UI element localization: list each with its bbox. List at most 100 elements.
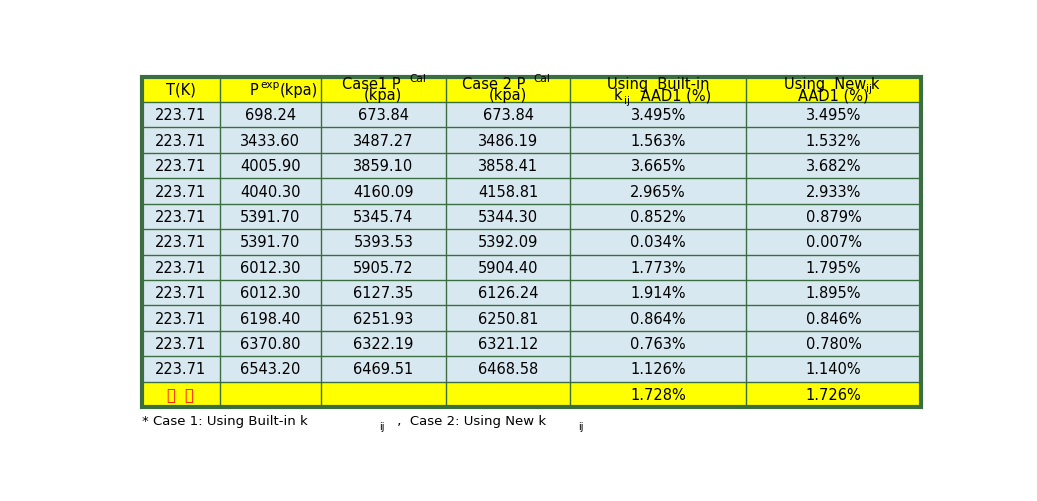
Text: ij: ij — [379, 421, 385, 431]
Text: 1.532%: 1.532% — [806, 133, 862, 148]
Text: 5392.09: 5392.09 — [478, 235, 538, 250]
Text: 0.034%: 0.034% — [630, 235, 685, 250]
Bar — [142, 179, 921, 204]
Text: ,  Case 2: Using New k: , Case 2: Using New k — [393, 414, 546, 427]
Text: * Case 1: Using Built-in k: * Case 1: Using Built-in k — [142, 414, 307, 427]
Text: 3.495%: 3.495% — [806, 108, 862, 123]
Text: (kpa): (kpa) — [364, 88, 402, 103]
Text: 3.665%: 3.665% — [630, 159, 685, 174]
Text: Case 2 P: Case 2 P — [461, 77, 526, 92]
Text: 6468.58: 6468.58 — [478, 362, 538, 377]
Text: 4005.90: 4005.90 — [240, 159, 301, 174]
Text: 4158.81: 4158.81 — [478, 184, 538, 199]
Text: 0.864%: 0.864% — [630, 311, 685, 326]
Text: 223.71: 223.71 — [156, 362, 206, 377]
Text: 698.24: 698.24 — [245, 108, 296, 123]
Bar — [142, 382, 921, 407]
Text: exp: exp — [260, 80, 280, 90]
Text: 223.71: 223.71 — [156, 336, 206, 351]
Text: 0.007%: 0.007% — [806, 235, 862, 250]
Text: 6127.35: 6127.35 — [354, 286, 414, 301]
Text: AAD1 (%): AAD1 (%) — [636, 88, 711, 103]
Text: 6012.30: 6012.30 — [240, 286, 301, 301]
Text: 2.933%: 2.933% — [806, 184, 862, 199]
Text: 1.773%: 1.773% — [630, 261, 685, 275]
Text: 6543.20: 6543.20 — [241, 362, 301, 377]
Text: 6469.51: 6469.51 — [354, 362, 414, 377]
Text: Using  Built-in: Using Built-in — [607, 77, 709, 92]
Text: 223.71: 223.71 — [156, 311, 206, 326]
Text: 5344.30: 5344.30 — [478, 209, 538, 224]
Text: 6370.80: 6370.80 — [240, 336, 301, 351]
Text: 6012.30: 6012.30 — [240, 261, 301, 275]
Text: 3486.19: 3486.19 — [478, 133, 538, 148]
Text: 1.728%: 1.728% — [630, 387, 686, 402]
Text: 평  균: 평 균 — [167, 387, 194, 402]
Text: Cal: Cal — [409, 74, 426, 84]
Text: 223.71: 223.71 — [156, 184, 206, 199]
Text: 6250.81: 6250.81 — [478, 311, 538, 326]
Text: 3.682%: 3.682% — [806, 159, 862, 174]
Text: 3433.60: 3433.60 — [241, 133, 301, 148]
Text: 0.780%: 0.780% — [806, 336, 862, 351]
Text: 673.84: 673.84 — [482, 108, 534, 123]
Text: ij: ij — [578, 421, 584, 431]
Bar — [142, 154, 921, 179]
Text: 3859.10: 3859.10 — [354, 159, 414, 174]
Text: 223.71: 223.71 — [156, 133, 206, 148]
Text: 2.965%: 2.965% — [630, 184, 685, 199]
Text: k: k — [613, 88, 622, 103]
Bar — [142, 78, 921, 407]
Text: 5345.74: 5345.74 — [354, 209, 414, 224]
Text: 223.71: 223.71 — [156, 261, 206, 275]
Text: 1.726%: 1.726% — [806, 387, 862, 402]
Text: 1.140%: 1.140% — [806, 362, 862, 377]
Text: 1.126%: 1.126% — [630, 362, 685, 377]
Text: 3.495%: 3.495% — [630, 108, 685, 123]
Text: 5905.72: 5905.72 — [353, 261, 414, 275]
Bar — [142, 331, 921, 357]
Text: 223.71: 223.71 — [156, 235, 206, 250]
Text: T(K): T(K) — [166, 83, 196, 98]
Text: 1.563%: 1.563% — [630, 133, 685, 148]
Text: 0.879%: 0.879% — [806, 209, 862, 224]
Text: (kpa): (kpa) — [280, 83, 318, 98]
Bar — [142, 128, 921, 154]
Text: ij: ij — [623, 95, 629, 105]
Text: 6322.19: 6322.19 — [354, 336, 414, 351]
Text: Cal: Cal — [534, 74, 551, 84]
Text: P: P — [250, 83, 258, 98]
Text: 6321.12: 6321.12 — [478, 336, 538, 351]
Text: 0.763%: 0.763% — [630, 336, 685, 351]
Text: 223.71: 223.71 — [156, 159, 206, 174]
Text: 6251.93: 6251.93 — [354, 311, 414, 326]
Bar — [142, 281, 921, 306]
Text: 1.895%: 1.895% — [806, 286, 862, 301]
Text: Case1 P: Case1 P — [342, 77, 400, 92]
Text: 5391.70: 5391.70 — [241, 235, 301, 250]
Text: (kpa): (kpa) — [489, 88, 527, 103]
Text: 5393.53: 5393.53 — [354, 235, 414, 250]
Text: Using  New k: Using New k — [784, 77, 879, 92]
Text: 3487.27: 3487.27 — [353, 133, 414, 148]
Text: 673.84: 673.84 — [358, 108, 409, 123]
Text: ij: ij — [867, 84, 872, 94]
Text: 0.852%: 0.852% — [630, 209, 686, 224]
Text: 6126.24: 6126.24 — [478, 286, 538, 301]
Bar — [142, 78, 921, 103]
Text: AAD1 (%): AAD1 (%) — [798, 88, 869, 103]
Text: 5391.70: 5391.70 — [241, 209, 301, 224]
Bar — [142, 255, 921, 281]
Text: 0.846%: 0.846% — [806, 311, 862, 326]
Text: 5904.40: 5904.40 — [478, 261, 538, 275]
Text: 4160.09: 4160.09 — [353, 184, 414, 199]
Text: 223.71: 223.71 — [156, 286, 206, 301]
Bar — [142, 103, 921, 128]
Text: 4040.30: 4040.30 — [240, 184, 301, 199]
Text: 3858.41: 3858.41 — [478, 159, 538, 174]
Text: 223.71: 223.71 — [156, 108, 206, 123]
Bar — [142, 204, 921, 230]
Bar — [142, 230, 921, 255]
Text: 223.71: 223.71 — [156, 209, 206, 224]
Bar — [142, 306, 921, 331]
